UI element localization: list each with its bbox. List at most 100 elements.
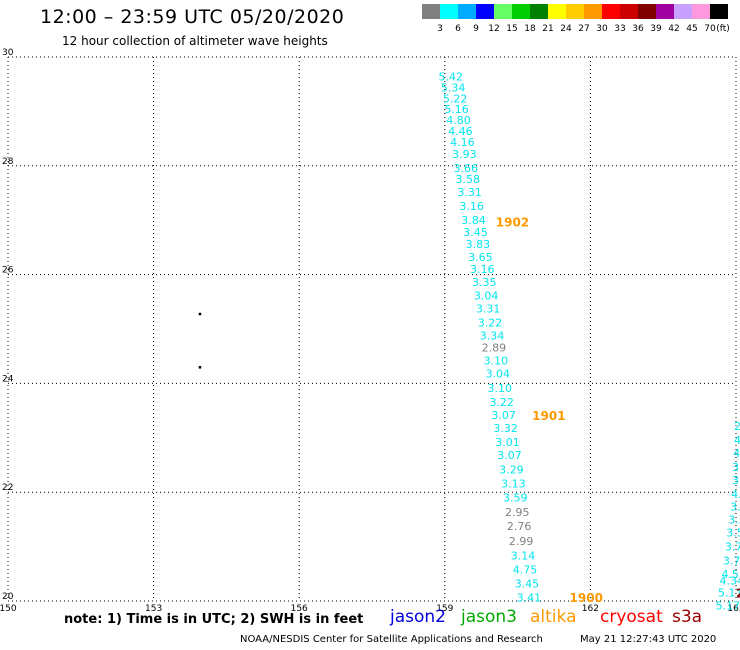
wave-height-label: 3.04 (486, 368, 511, 381)
pass-time-label: 1902 (496, 215, 529, 229)
generated-timestamp: May 21 12:27:43 UTC 2020 (580, 634, 717, 645)
colorbar-swatch (476, 4, 494, 19)
colorbar-swatch (458, 4, 476, 19)
wave-height-label: 2.89 (482, 341, 507, 354)
y-tick-label: 26 (2, 266, 14, 276)
colorbar-swatch (692, 4, 710, 19)
legend-s3a: s3a (672, 607, 703, 627)
x-tick-label: 150 (0, 604, 17, 612)
footer-note: note: 1) Time is in UTC; 2) SWH is in fe… (64, 612, 364, 627)
colorbar-swatch (602, 4, 620, 19)
wave-height-label: 3.79 (725, 541, 740, 554)
colorbar-swatch (566, 4, 584, 19)
wave-height-label: 3.41 (517, 592, 542, 605)
wave-height-map: 1501531561591621652022242628305.425.345.… (0, 48, 740, 612)
wave-height-label: 2.95 (505, 506, 530, 519)
colorbar-swatch (494, 4, 512, 19)
credit-line: NOAA/NESDIS Center for Satellite Applica… (240, 634, 543, 645)
colorbar-tick-label: 24 (560, 24, 572, 34)
colorbar-swatch (638, 4, 656, 19)
wave-height-label: 2.76 (507, 520, 532, 533)
wave-height-label: 3.31 (457, 186, 482, 199)
colorbar-tick-label: 3 (437, 24, 443, 34)
wave-height-label: 3.22 (489, 396, 514, 409)
wave-height-label: 3.34 (480, 330, 505, 343)
colorbar-swatch (440, 4, 458, 19)
wave-height-label: 3.54 (726, 526, 740, 539)
y-tick-label: 24 (2, 374, 14, 384)
colorbar-tick-label: 6 (455, 24, 461, 34)
wave-height-label: 3.14 (511, 549, 535, 562)
wave-height-label: 4.80 (446, 114, 471, 127)
wave-height-label: 5.17 (716, 599, 740, 612)
colorbar-tick-label: 33 (614, 24, 625, 34)
colorbar-tick-label: 45 (686, 24, 697, 34)
wave-height-label: 2.99 (509, 535, 534, 548)
y-tick-label: 30 (2, 48, 14, 58)
wave-height-label: 4.34 (719, 574, 740, 587)
wave-height-label: 4.07 (731, 488, 740, 501)
colorbar-tick-label: 15 (506, 24, 517, 34)
pass-time-label: 2 (736, 586, 740, 600)
wave-height-label: 3.29 (499, 463, 524, 476)
wave-height-label: 4. (733, 447, 740, 460)
wave-height-label: 4.46 (448, 125, 473, 138)
y-tick-label: 28 (2, 157, 14, 167)
wave-height-label: 3.79 (723, 555, 740, 568)
colorbar-tick-label: 39 (650, 24, 662, 34)
wave-height-label: 3.45 (463, 226, 488, 239)
wave-height-label: 3.10 (488, 382, 513, 395)
track-dot (198, 312, 202, 316)
wave-height-label: 5.11 (718, 586, 740, 599)
wave-height-label: 3.31 (476, 302, 501, 315)
wave-height-label: 3.58 (455, 173, 480, 186)
colorbar-swatch (674, 4, 692, 19)
colorbar-tick-label: 21 (542, 24, 553, 34)
colorbar-unit: (ft) (716, 24, 730, 34)
wave-height-label: 4.53 (721, 568, 740, 581)
colorbar-swatch (710, 4, 728, 19)
wave-height-label: 5.22 (443, 92, 468, 105)
y-tick-label: 22 (2, 483, 13, 493)
x-tick-label: 165 (727, 604, 740, 612)
wave-height-label: 5.16 (444, 103, 469, 116)
colorbar-swatch (530, 4, 548, 19)
colorbar-tick-label: 30 (596, 24, 608, 34)
wave-height-label: 3.83 (466, 238, 491, 251)
wave-height-label: 3.65 (468, 251, 493, 264)
x-tick-label: 159 (436, 604, 453, 612)
color-scale-legend: 3 6 9 12 15 18 21 24 27 30 33 36 39 42 45 70 (ft) (422, 4, 730, 34)
wave-height-label: 2 (734, 420, 740, 433)
wave-height-label: 3.13 (501, 477, 525, 490)
colorbar-swatch (422, 4, 440, 19)
wave-height-label: 3.53 (728, 513, 740, 526)
chart-title: 12:00 – 23:59 UTC 05/20/2020 (40, 6, 345, 28)
colorbar-tick-label: 12 (488, 24, 499, 34)
pass-time-label: 1900 (570, 591, 603, 605)
colorbar-tick-label: 9 (473, 24, 479, 34)
wave-height-label: 3.22 (478, 316, 503, 329)
colorbar-tick-label: 27 (578, 24, 589, 34)
wave-height-label: 3.89 (730, 500, 740, 513)
wave-height-label: 3.59 (503, 492, 528, 505)
wave-height-label: 3.84 (461, 214, 486, 227)
wave-height-label: 3.01 (495, 436, 520, 449)
y-tick-label: 20 (2, 592, 14, 602)
wave-height-label: 3.35 (472, 276, 497, 289)
wave-height-label: 3.07 (491, 409, 515, 422)
wave-height-label: 4.16 (450, 136, 475, 149)
wave-height-label: 5.34 (441, 81, 466, 94)
colorbar-tick-label: 42 (668, 24, 679, 34)
colorbar-tick-label: 36 (632, 24, 644, 34)
pass-time-label: 1901 (532, 409, 565, 423)
wave-height-label: 4.75 (513, 563, 538, 576)
colorbar-swatch (512, 4, 530, 19)
wave-height-label: 3.1 (732, 474, 740, 487)
wave-height-label: 5.42 (438, 71, 463, 84)
wave-height-label: 3.93 (452, 148, 477, 161)
colorbar-swatch (620, 4, 638, 19)
track-dot (198, 366, 202, 369)
wave-height-label: 3.07 (497, 449, 522, 462)
wave-height-label: 3. (732, 461, 740, 474)
wave-height-label: 3.66 (454, 162, 479, 175)
